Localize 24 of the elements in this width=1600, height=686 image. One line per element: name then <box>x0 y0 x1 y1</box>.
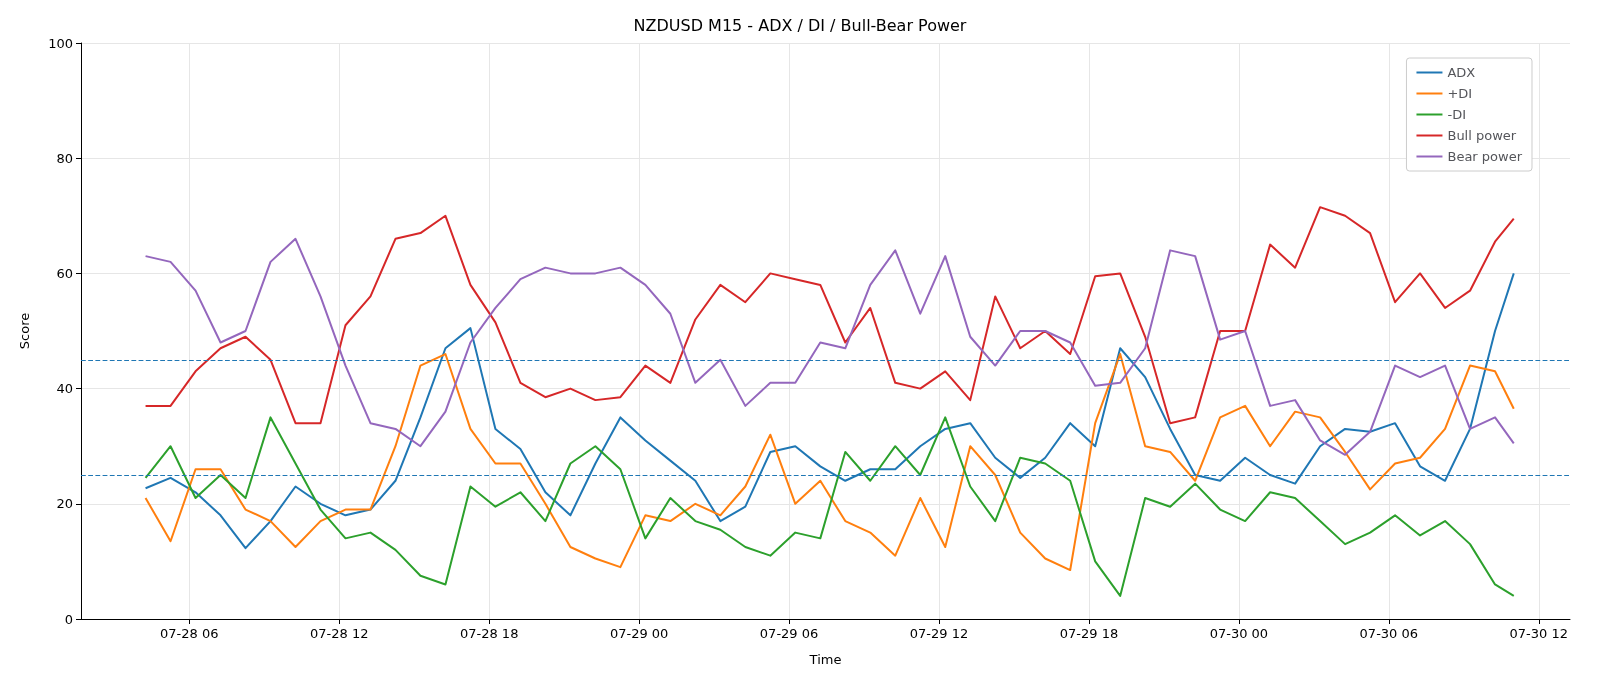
y-tick-label: 0 <box>64 611 73 627</box>
y-tick-label: 40 <box>56 381 73 397</box>
x-axis-title: Time <box>808 652 842 667</box>
legend-label: Bear power <box>1447 149 1523 164</box>
chart-title: NZDUSD M15 - ADX / DI / Bull-Bear Power <box>633 15 967 35</box>
x-tick-label: 07-28 06 <box>160 626 219 641</box>
x-tick-label: 07-28 18 <box>459 626 519 641</box>
x-tick-label: 07-29 12 <box>909 626 969 641</box>
x-tick-label: 07-29 06 <box>759 626 819 641</box>
x-tick-label: 07-30 06 <box>1359 626 1419 641</box>
y-tick-label: 80 <box>56 150 73 166</box>
x-tick-label: 07-30 12 <box>1509 626 1568 641</box>
legend-label: +DI <box>1447 86 1473 101</box>
x-tick-label: 07-29 18 <box>1059 626 1119 641</box>
x-tick-label: 07-28 12 <box>310 626 369 641</box>
legend-label: Bull power <box>1447 128 1517 143</box>
y-tick-label: 60 <box>56 265 73 281</box>
y-tick-label: 20 <box>56 496 73 512</box>
legend-label: -DI <box>1447 107 1467 122</box>
x-tick-label: 07-29 00 <box>609 626 669 641</box>
y-axis-title: Score <box>17 312 32 350</box>
y-tick-label: 100 <box>48 35 73 51</box>
legend-label: ADX <box>1447 65 1476 80</box>
x-tick-label: 07-30 00 <box>1209 626 1269 641</box>
